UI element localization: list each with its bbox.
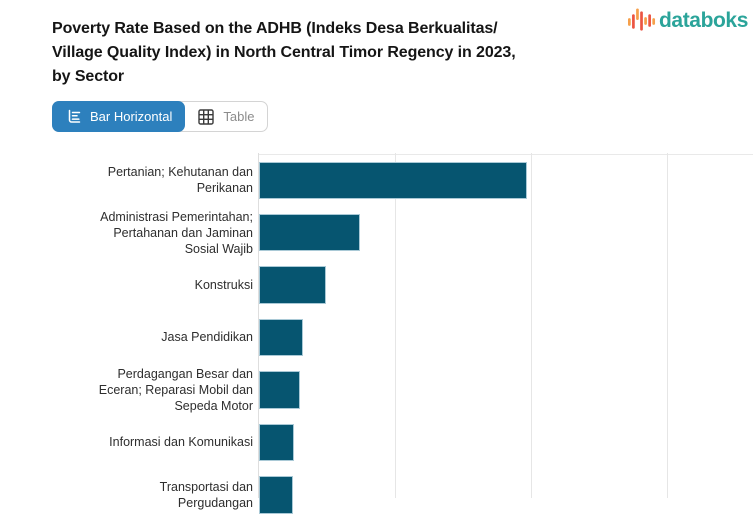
databoks-logo-icon [628, 8, 656, 31]
category-label: Informasi dan Komunikasi [109, 435, 253, 450]
table-toggle-button[interactable]: Table [184, 101, 267, 132]
category-label: Administrasi Pemerintahan; Pertahanan da… [100, 209, 253, 256]
category-label: Transportasi dan Pergudangan [159, 479, 253, 510]
x-gridline [666, 153, 668, 498]
bar-horizontal-toggle-label: Bar Horizontal [90, 109, 173, 124]
bar-chart-plot-area [258, 153, 753, 514]
bar-horizontal-chart-icon [68, 109, 81, 123]
category-labels: Pertanian; Kehutanan dan Perikanan Admini… [0, 154, 253, 510]
databoks-logo-text: databoks [659, 9, 748, 32]
category-label: Jasa Pendidikan [161, 330, 253, 345]
chart-view-toggle-group: Bar Horizontal Table [52, 101, 269, 132]
y-axis-line [258, 153, 259, 498]
bar[interactable] [259, 476, 294, 514]
plot-top-border [259, 154, 753, 155]
category-label: Pertanian; Kehutanan dan Perikanan [107, 165, 253, 196]
bar[interactable] [259, 266, 327, 304]
category-label: Perdagangan Besar dan Eceran; Reparasi M… [98, 366, 253, 413]
bar[interactable] [259, 318, 304, 357]
bar[interactable] [259, 213, 361, 252]
bar[interactable] [259, 371, 300, 409]
page-title-line-1: Poverty Rate Based on the ADHB (Indeks D… [52, 19, 498, 37]
databoks-logo: databoks [628, 6, 748, 36]
category-label: Konstruksi [194, 278, 253, 293]
bar[interactable] [259, 161, 528, 199]
page-title-line-3: by Sector [52, 67, 125, 85]
table-toggle-label: Table [223, 109, 255, 124]
bar-horizontal-toggle-button[interactable]: Bar Horizontal [52, 101, 186, 132]
x-gridline [530, 153, 532, 498]
page-title-line-2: Village Quality Index) in North Central … [52, 43, 516, 61]
table-icon [198, 108, 215, 125]
bar[interactable] [259, 423, 294, 462]
x-gridline [394, 153, 396, 498]
page-title: Poverty Rate Based on the ADHB (Indeks D… [52, 17, 592, 89]
